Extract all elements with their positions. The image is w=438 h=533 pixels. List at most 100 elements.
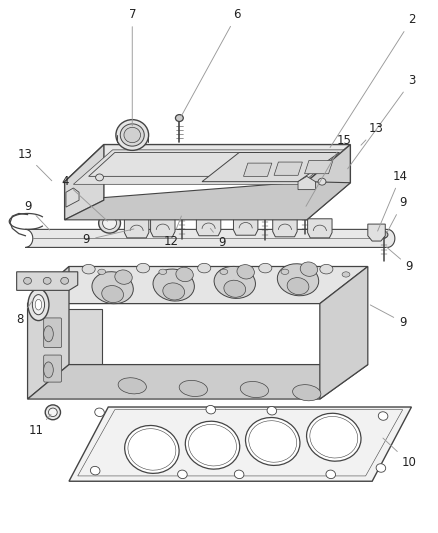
Ellipse shape [116, 119, 148, 150]
Ellipse shape [162, 283, 184, 300]
Ellipse shape [35, 300, 42, 310]
Ellipse shape [82, 264, 95, 274]
Polygon shape [150, 217, 175, 237]
Ellipse shape [240, 382, 268, 398]
Polygon shape [69, 407, 410, 481]
Polygon shape [297, 176, 315, 190]
Ellipse shape [120, 124, 144, 146]
Ellipse shape [179, 211, 185, 216]
Ellipse shape [277, 264, 318, 296]
Ellipse shape [185, 421, 239, 469]
Ellipse shape [43, 277, 51, 284]
Text: 9: 9 [369, 305, 406, 329]
Text: 9: 9 [385, 247, 412, 273]
Polygon shape [73, 150, 343, 184]
Ellipse shape [188, 424, 236, 466]
Ellipse shape [300, 262, 317, 276]
Polygon shape [233, 216, 257, 235]
Ellipse shape [127, 429, 176, 470]
Ellipse shape [341, 272, 349, 277]
Ellipse shape [32, 295, 45, 315]
Ellipse shape [375, 464, 385, 472]
Ellipse shape [325, 470, 335, 479]
Text: 7: 7 [128, 8, 136, 126]
Text: 8: 8 [16, 301, 32, 326]
Ellipse shape [45, 405, 60, 419]
Ellipse shape [95, 408, 104, 417]
Polygon shape [28, 266, 367, 304]
Polygon shape [66, 188, 79, 207]
Ellipse shape [223, 280, 245, 297]
Ellipse shape [24, 277, 32, 284]
Polygon shape [124, 219, 148, 238]
Ellipse shape [319, 264, 332, 274]
Ellipse shape [179, 381, 207, 397]
Ellipse shape [205, 406, 215, 414]
Text: 12: 12 [164, 216, 181, 247]
FancyBboxPatch shape [44, 355, 61, 382]
Text: 13: 13 [360, 122, 383, 145]
Ellipse shape [124, 425, 179, 473]
Ellipse shape [115, 270, 132, 284]
Ellipse shape [258, 263, 271, 273]
Ellipse shape [234, 470, 244, 479]
Polygon shape [272, 217, 297, 237]
Text: 9: 9 [386, 196, 406, 233]
Text: 14: 14 [377, 170, 407, 231]
Text: 9: 9 [82, 229, 134, 246]
Text: 10: 10 [382, 438, 416, 469]
Polygon shape [28, 266, 69, 399]
Polygon shape [367, 224, 385, 241]
Ellipse shape [309, 416, 357, 458]
Text: 2: 2 [329, 13, 414, 148]
Ellipse shape [48, 408, 57, 417]
Text: 9: 9 [210, 228, 225, 249]
Ellipse shape [318, 178, 325, 185]
Ellipse shape [380, 231, 387, 238]
Polygon shape [306, 144, 350, 220]
Ellipse shape [95, 174, 103, 181]
Ellipse shape [102, 216, 116, 229]
Ellipse shape [44, 362, 53, 378]
Ellipse shape [266, 407, 276, 415]
Ellipse shape [153, 269, 194, 301]
Text: 6: 6 [181, 8, 240, 116]
Polygon shape [64, 182, 350, 220]
Ellipse shape [136, 263, 149, 273]
Ellipse shape [292, 385, 320, 401]
Text: 4: 4 [61, 175, 107, 221]
Polygon shape [39, 309, 102, 370]
Polygon shape [78, 410, 402, 476]
Ellipse shape [175, 115, 183, 122]
Ellipse shape [177, 470, 187, 479]
Ellipse shape [237, 264, 254, 279]
Ellipse shape [261, 212, 268, 217]
Ellipse shape [102, 286, 123, 303]
Text: 3: 3 [347, 75, 414, 169]
Polygon shape [307, 219, 331, 238]
Ellipse shape [118, 378, 146, 394]
Text: 9: 9 [24, 200, 49, 230]
Text: 15: 15 [305, 134, 350, 206]
Ellipse shape [90, 466, 100, 475]
Ellipse shape [214, 266, 255, 298]
Ellipse shape [197, 263, 210, 273]
Polygon shape [64, 144, 104, 220]
Ellipse shape [159, 269, 166, 274]
Polygon shape [304, 160, 332, 174]
Text: 13: 13 [18, 148, 52, 181]
Polygon shape [273, 162, 302, 175]
Text: 11: 11 [29, 414, 51, 438]
Polygon shape [25, 229, 394, 247]
Ellipse shape [286, 278, 308, 295]
Polygon shape [17, 272, 78, 290]
Ellipse shape [44, 326, 53, 342]
Polygon shape [28, 365, 367, 399]
Polygon shape [201, 152, 339, 182]
Ellipse shape [28, 289, 49, 320]
Polygon shape [64, 144, 350, 182]
Ellipse shape [248, 421, 296, 462]
Polygon shape [319, 266, 367, 399]
Ellipse shape [378, 412, 387, 421]
Ellipse shape [98, 269, 106, 274]
